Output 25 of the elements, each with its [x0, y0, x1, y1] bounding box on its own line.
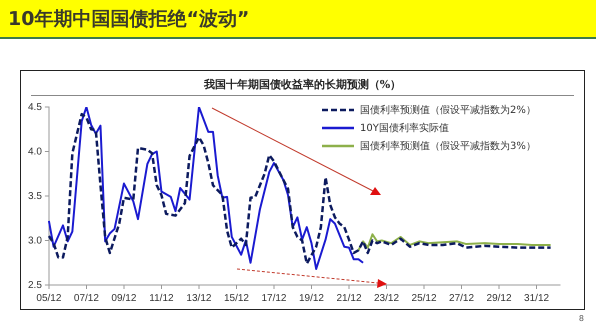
x-tick-label: 15/12: [224, 292, 250, 304]
x-tick-label: 23/12: [374, 292, 400, 304]
x-tick-label: 11/12: [149, 292, 174, 304]
x-tick-label: 19/12: [298, 292, 324, 304]
y-tick-label: 2.5: [28, 280, 42, 291]
x-tick-label: 27/12: [449, 292, 474, 304]
y-tick-label: 4.5: [28, 102, 42, 113]
x-tick-label: 25/12: [412, 292, 437, 304]
legend-label: 国债利率预测值（假设平减指数为2%）: [360, 104, 536, 117]
x-tick-label: 31/12: [524, 292, 550, 304]
y-tick-label: 4.0: [28, 146, 42, 158]
x-tick-label: 17/12: [261, 292, 287, 304]
x-tick-label: 29/12: [486, 292, 512, 304]
x-tick-label: 07/12: [74, 292, 100, 304]
legend-label: 10Y国债利率实际值: [360, 122, 449, 135]
y-tick-label: 3.0: [28, 235, 42, 246]
legend-label: 国债利率预测值（假设平减指数为3%）: [360, 140, 536, 153]
x-tick-label: 21/12: [336, 292, 362, 304]
text: 8: [578, 314, 584, 323]
chart-subtitle: 我国十年期国债收益率的长期预测（%）: [202, 77, 402, 92]
x-tick-label: 05/12: [36, 292, 62, 304]
y-tick-label: 3.5: [28, 190, 42, 202]
x-tick-label: 09/12: [111, 292, 137, 304]
chart-title: 10年期中国国债拒绝“波动”: [8, 7, 250, 32]
x-tick-label: 13/12: [186, 292, 212, 304]
